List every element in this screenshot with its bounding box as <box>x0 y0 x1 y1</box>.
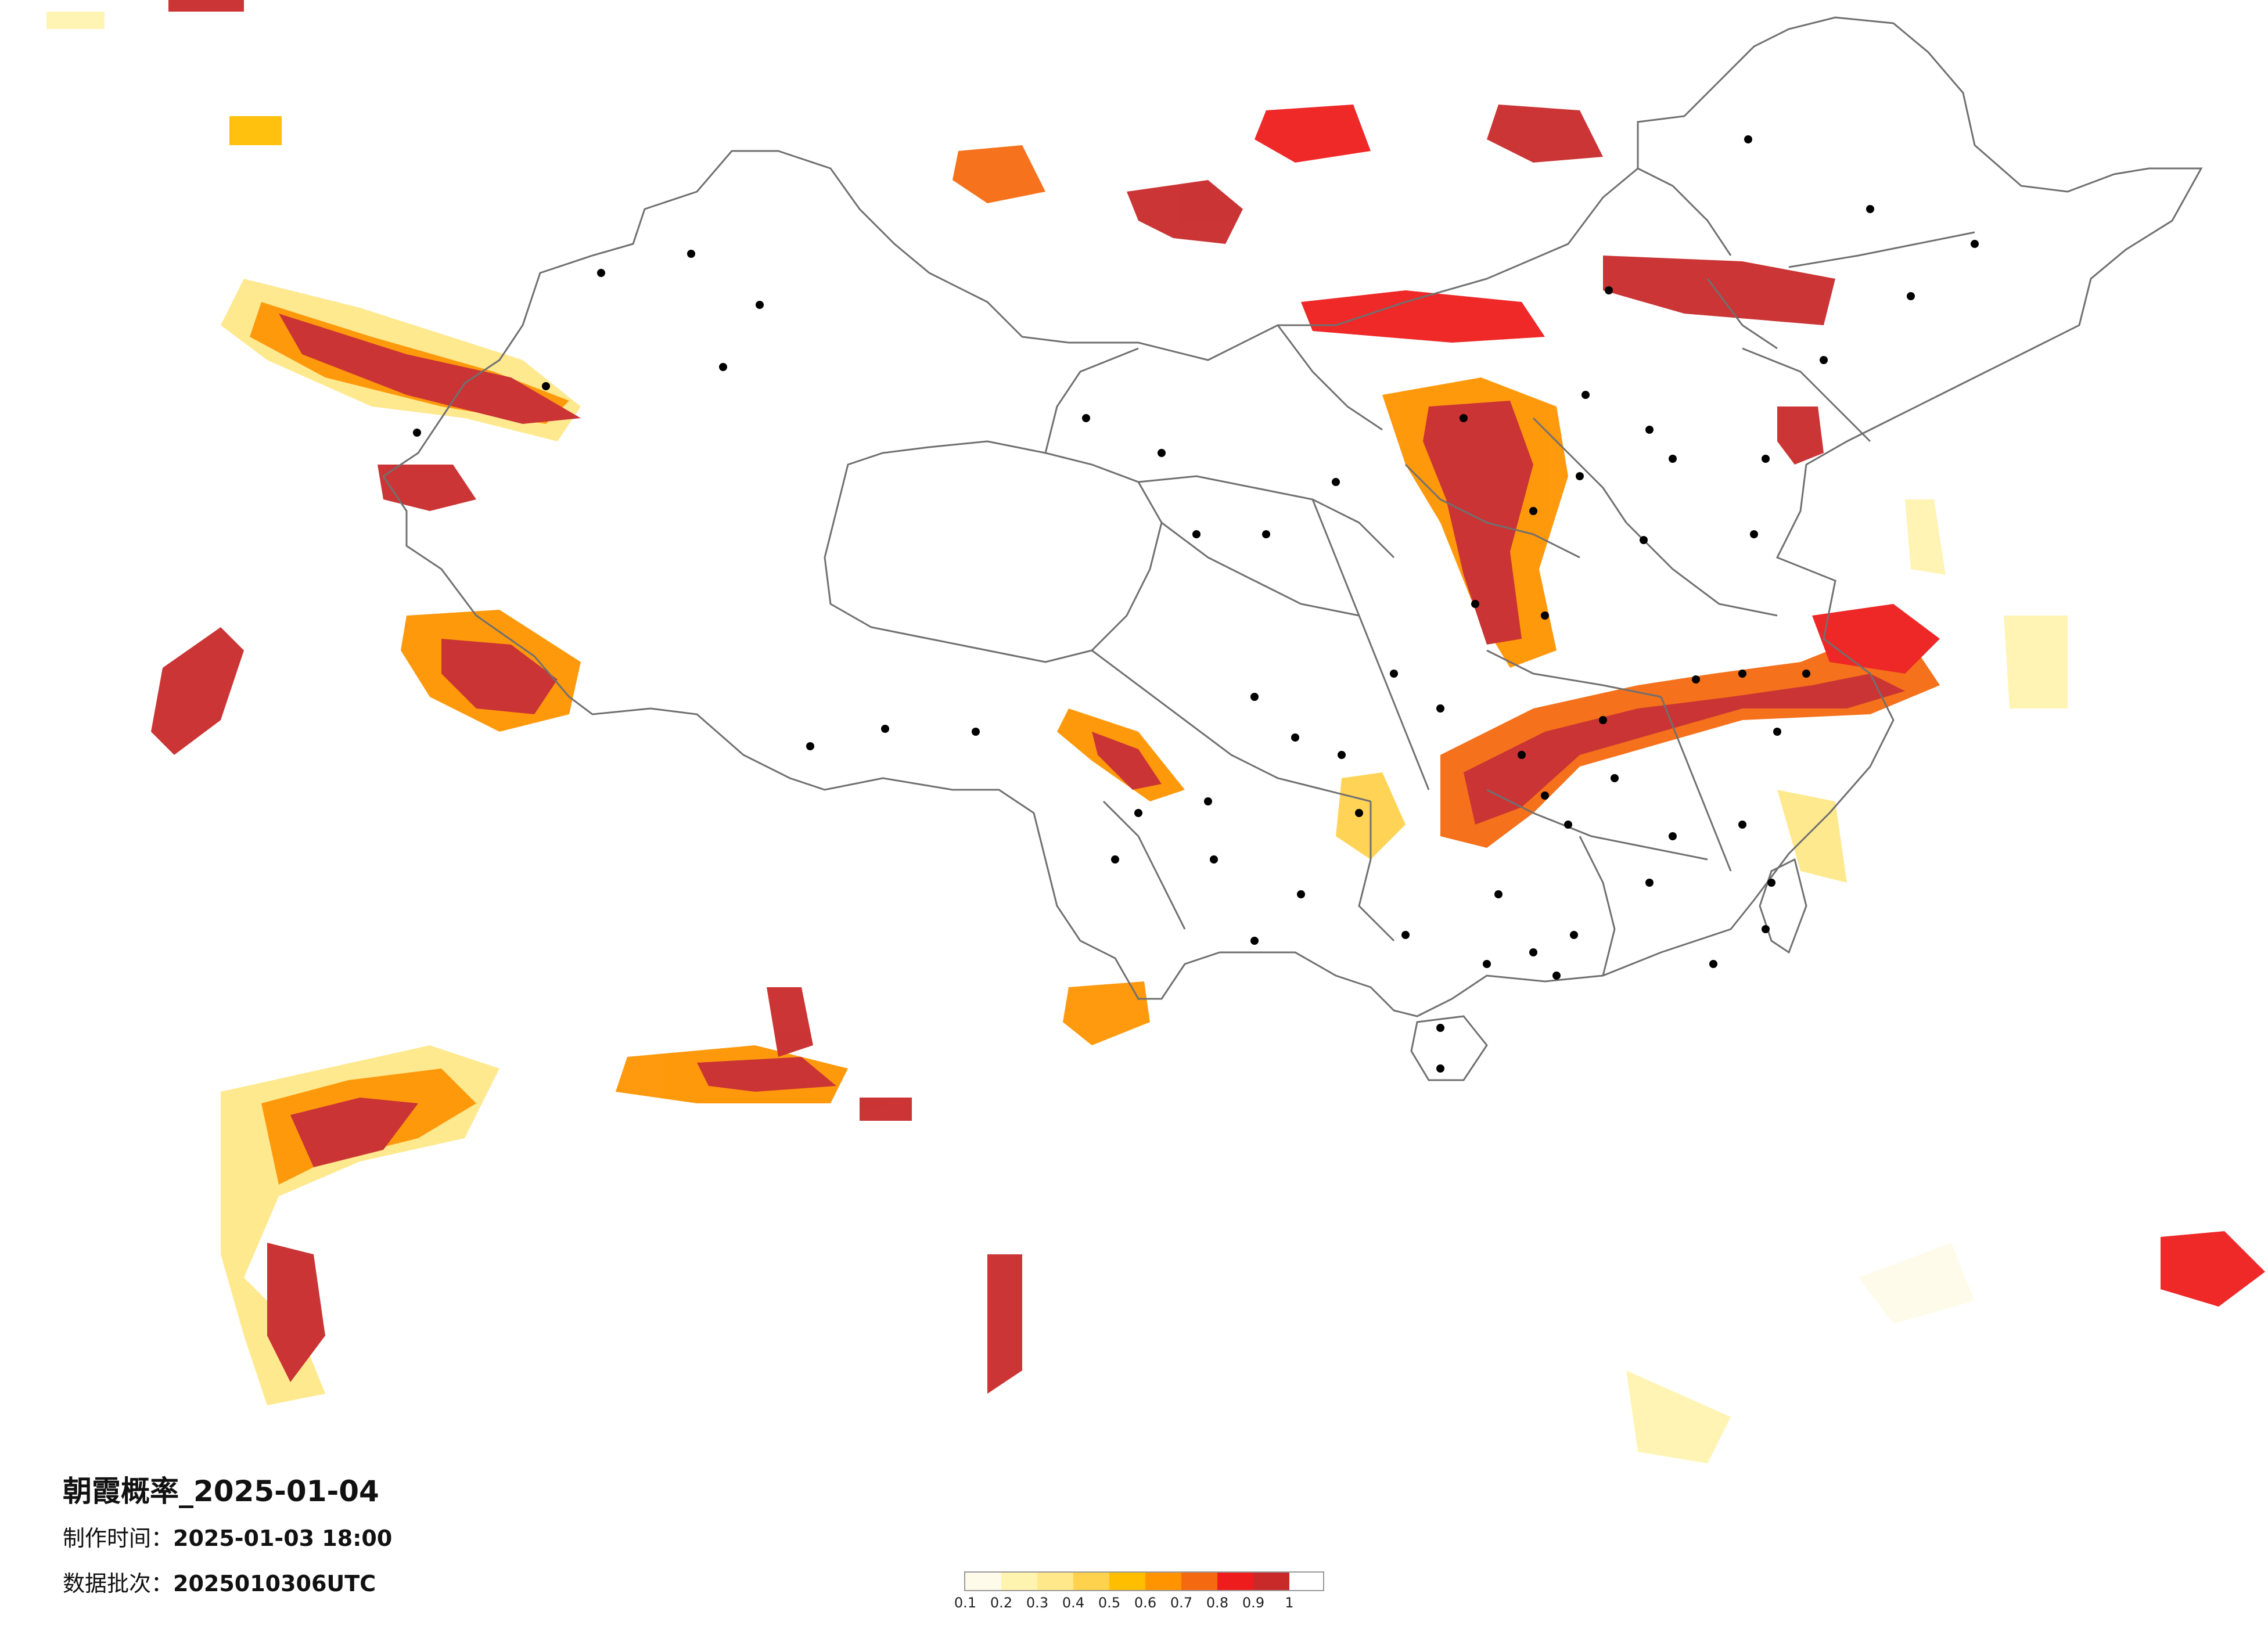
legend-swatch <box>1073 1573 1109 1590</box>
legend-bar <box>964 1571 1324 1591</box>
map-title: 朝霞概率_2025-01-04 <box>63 1474 379 1508</box>
legend-tick-label: 0.3 <box>1026 1595 1049 1611</box>
production-value: 2025-01-03 18:00 <box>173 1526 393 1551</box>
legend-tick-label: 1 <box>1285 1595 1294 1611</box>
city-layer <box>413 135 1979 1073</box>
legend-swatch <box>1253 1573 1289 1590</box>
legend-swatch <box>1145 1573 1181 1590</box>
legend-tick-label: 0.6 <box>1134 1595 1157 1611</box>
color-legend: 0.1 0.2 0.3 0.4 0.5 0.6 0.7 0.8 0.9 1 <box>954 1571 1324 1614</box>
probability-heat-layer <box>46 0 2265 1463</box>
legend-tick-label: 0.9 <box>1242 1595 1265 1611</box>
legend-swatch <box>1217 1573 1253 1590</box>
legend-swatch <box>1037 1573 1073 1590</box>
production-label: 制作时间： <box>63 1526 174 1551</box>
data-batch: 数据批次：2025010306UTC <box>63 1566 376 1598</box>
legend-tick-label: 0.5 <box>1098 1595 1121 1611</box>
legend-swatch <box>1109 1573 1145 1590</box>
legend-tick-label: 0.8 <box>1206 1595 1229 1611</box>
boundary-layer <box>382 16 2203 1081</box>
batch-value: 2025010306UTC <box>173 1571 376 1596</box>
batch-label: 数据批次： <box>63 1571 174 1596</box>
legend-tick-label: 0.4 <box>1062 1595 1085 1611</box>
legend-tick-label: 0.1 <box>954 1595 977 1611</box>
production-time: 制作时间：2025-01-03 18:00 <box>63 1520 392 1552</box>
legend-swatch <box>1181 1573 1217 1590</box>
legend-tick-label: 0.2 <box>990 1595 1013 1611</box>
legend-tick-label: 0.7 <box>1170 1595 1193 1611</box>
legend-ticks: 0.1 0.2 0.3 0.4 0.5 0.6 0.7 0.8 0.9 1 <box>954 1591 1324 1614</box>
legend-swatch <box>965 1573 1001 1590</box>
legend-swatch <box>1001 1573 1037 1590</box>
